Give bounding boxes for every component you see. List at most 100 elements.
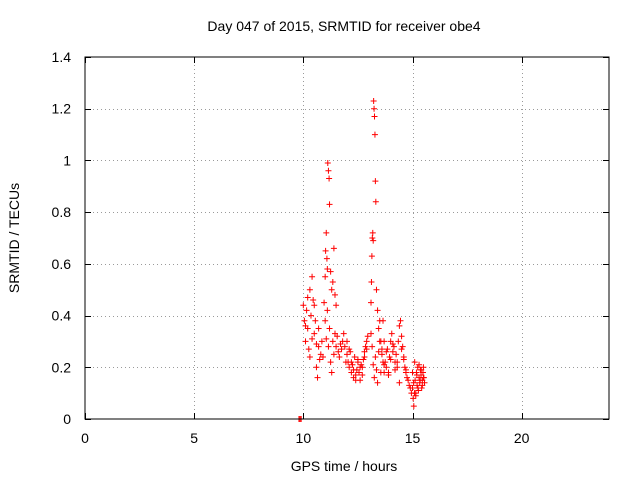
data-point xyxy=(309,273,316,280)
y-tick-label: 0 xyxy=(63,411,71,427)
data-point xyxy=(323,255,330,262)
data-point xyxy=(344,351,350,358)
data-point xyxy=(417,377,424,384)
data-point xyxy=(372,198,379,205)
data-point xyxy=(371,374,378,381)
data-point xyxy=(399,343,406,350)
grid xyxy=(85,57,609,419)
data-point xyxy=(368,299,375,306)
data-point xyxy=(354,356,361,363)
data-point xyxy=(329,338,336,345)
data-point xyxy=(398,346,405,353)
data-point xyxy=(348,359,355,366)
data-point xyxy=(396,379,403,386)
axis-ticks: 0 5 10 15 20 0 0.2 0.4 0.6 0.8 1 1.2 1.4 xyxy=(52,49,609,446)
data-point xyxy=(323,229,330,236)
data-point xyxy=(381,361,388,368)
data-point xyxy=(319,353,326,360)
data-point xyxy=(326,325,333,332)
data-point xyxy=(347,348,354,355)
data-point xyxy=(322,317,329,324)
data-point xyxy=(414,364,421,371)
data-point xyxy=(386,353,393,360)
x-tick-label: 20 xyxy=(514,430,530,446)
data-point xyxy=(394,359,401,366)
data-point xyxy=(363,338,370,345)
data-point xyxy=(315,325,322,332)
data-point xyxy=(361,353,368,360)
data-point xyxy=(411,359,418,366)
data-point xyxy=(329,278,336,285)
data-point xyxy=(402,366,409,373)
data-point xyxy=(418,366,425,373)
data-point xyxy=(324,307,331,314)
data-point xyxy=(323,335,330,342)
x-tick-label: 5 xyxy=(190,430,198,446)
data-point xyxy=(370,237,377,244)
data-point xyxy=(406,382,413,389)
data-point xyxy=(313,364,320,371)
data-point xyxy=(326,175,333,182)
data-point xyxy=(419,382,426,389)
data-point xyxy=(334,333,341,340)
data-point xyxy=(377,369,384,376)
data-point xyxy=(360,356,367,363)
data-point xyxy=(364,333,371,340)
data-point xyxy=(349,361,356,368)
y-tick-label: 1.4 xyxy=(52,49,72,65)
data-point xyxy=(330,245,337,252)
data-point xyxy=(335,348,342,355)
data-point xyxy=(363,346,370,353)
data-point xyxy=(385,372,392,379)
data-point xyxy=(382,359,389,366)
data-point xyxy=(372,178,379,185)
data-point xyxy=(398,333,405,340)
data-point xyxy=(375,348,382,355)
data-point xyxy=(390,343,397,350)
data-point xyxy=(310,297,317,304)
data-point xyxy=(368,330,375,337)
data-point xyxy=(404,374,411,381)
y-tick-label: 0.8 xyxy=(52,204,72,220)
data-point xyxy=(327,268,334,275)
data-point xyxy=(393,351,400,358)
data-point xyxy=(330,351,337,358)
data-point xyxy=(412,390,419,397)
data-point xyxy=(346,364,353,371)
data-point xyxy=(405,377,412,384)
data-points xyxy=(295,97,428,422)
data-point xyxy=(373,366,380,373)
data-point xyxy=(396,322,403,329)
x-tick-label: 0 xyxy=(81,430,89,446)
data-point xyxy=(368,253,375,260)
y-tick-label: 0.4 xyxy=(52,308,72,324)
data-point xyxy=(401,364,408,371)
data-point xyxy=(322,273,329,280)
data-point xyxy=(378,351,385,358)
data-point xyxy=(395,338,402,345)
data-point xyxy=(357,377,364,384)
data-point xyxy=(331,291,338,298)
data-point xyxy=(303,307,310,314)
data-point xyxy=(302,322,309,329)
data-point xyxy=(388,330,395,337)
data-point xyxy=(318,338,325,345)
data-point xyxy=(307,312,314,319)
data-point xyxy=(371,105,378,112)
data-point xyxy=(375,325,382,332)
y-tick-label: 0.6 xyxy=(52,256,72,272)
data-point xyxy=(378,346,385,353)
data-point xyxy=(336,353,343,360)
data-point xyxy=(384,346,391,353)
y-tick-label: 1.2 xyxy=(52,101,72,117)
data-point xyxy=(341,343,348,350)
data-point xyxy=(306,286,313,293)
data-point xyxy=(350,366,357,373)
data-point xyxy=(383,348,390,355)
data-point xyxy=(312,317,319,324)
data-point xyxy=(324,160,331,167)
data-point xyxy=(409,384,416,391)
data-point xyxy=(373,286,380,293)
data-point xyxy=(356,369,363,376)
data-point xyxy=(389,341,396,348)
